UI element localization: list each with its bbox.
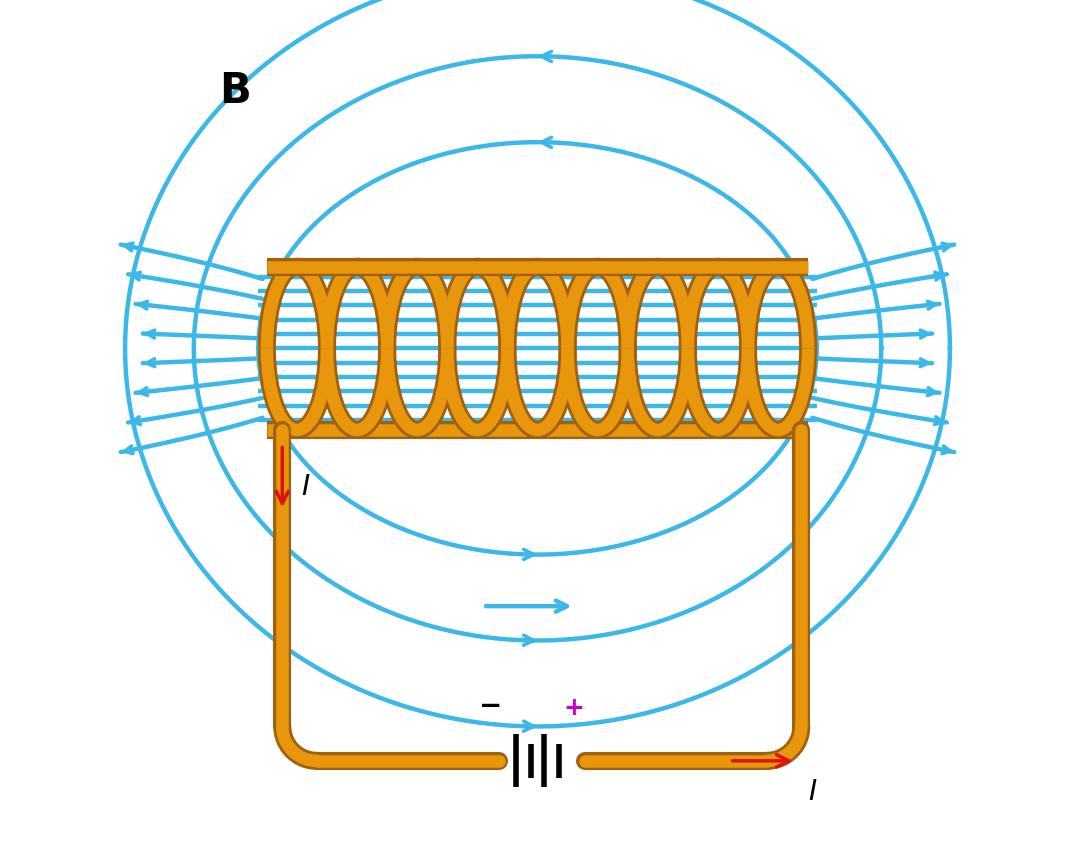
Text: +: +: [563, 695, 584, 719]
Text: $I$: $I$: [808, 777, 818, 805]
Text: B: B: [219, 70, 252, 112]
Text: −: −: [478, 691, 502, 719]
Text: $I$: $I$: [301, 473, 311, 500]
